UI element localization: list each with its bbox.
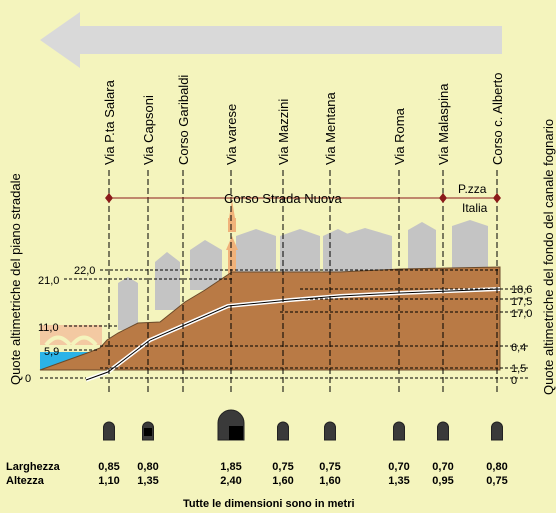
width-value: 1,85 bbox=[220, 461, 241, 473]
corso-label: Corso Strada Nuova bbox=[224, 191, 343, 206]
width-value: 0,70 bbox=[388, 461, 409, 473]
height-value: 1,10 bbox=[98, 475, 119, 487]
width-value: 0,80 bbox=[137, 461, 158, 473]
left-tick-2: 11,0 bbox=[38, 322, 59, 334]
street-lines bbox=[108, 170, 498, 395]
left-tick-1: 21,0 bbox=[38, 275, 59, 287]
height-value: 1,35 bbox=[137, 475, 158, 487]
height-value: 1,60 bbox=[272, 475, 293, 487]
width-value: 0,75 bbox=[319, 461, 340, 473]
right-reference-lines bbox=[100, 288, 530, 379]
right-tick-5: 0 bbox=[511, 375, 517, 387]
width-value: 0,80 bbox=[486, 461, 507, 473]
street-name: Corso c. Alberto bbox=[490, 73, 505, 166]
street-name: Via P.ta Salara bbox=[102, 79, 117, 165]
height-value: 0,95 bbox=[432, 475, 453, 487]
street-name: Via Mazzini bbox=[276, 99, 291, 165]
right-tick-1: 17,5 bbox=[511, 296, 532, 308]
building-silhouettes bbox=[118, 220, 488, 330]
height-row-label: Altezza bbox=[6, 475, 45, 487]
street-name: Via Capsoni bbox=[141, 95, 156, 165]
sewer-section-icons bbox=[103, 409, 503, 441]
height-value: 1,35 bbox=[388, 475, 409, 487]
right-axis-title: Quote altimetriche del fondo del canale … bbox=[541, 119, 556, 395]
right-tick-3: 6,4 bbox=[511, 342, 526, 354]
height-value: 1,60 bbox=[319, 475, 340, 487]
street-name: Via Malaspina bbox=[436, 83, 451, 165]
width-value: 0,70 bbox=[432, 461, 453, 473]
left-axis-title: Quote altimetriche del piano stradale bbox=[8, 173, 23, 385]
sewer-section-icon bbox=[393, 421, 405, 441]
sewer-section-icon bbox=[491, 421, 503, 441]
width-values: 0,85 0,80 1,85 0,75 0,75 0,70 0,70 0,80 bbox=[98, 461, 507, 473]
right-tick-4: 1,5 bbox=[511, 363, 526, 375]
right-tick-2: 17,0 bbox=[511, 308, 532, 320]
footer-note: Tutte le dimensioni sono in metri bbox=[183, 498, 355, 510]
street-names: Via P.ta Salara Via Capsoni Corso Garibald… bbox=[102, 73, 505, 166]
sewer-inner-square bbox=[229, 426, 243, 440]
sewer-section-icon bbox=[437, 421, 449, 441]
street-name: Corso Garibaldi bbox=[176, 75, 191, 165]
piazza-label-2: Italia bbox=[462, 201, 488, 215]
street-name: Via Mentana bbox=[323, 91, 338, 165]
church-silhouette bbox=[226, 200, 238, 280]
direction-arrow bbox=[40, 12, 502, 68]
right-tick-0: 18,6 bbox=[511, 284, 532, 296]
sewer-inner-square bbox=[144, 428, 152, 436]
height-value: 2,40 bbox=[220, 475, 241, 487]
left-tick-3: 5,9 bbox=[44, 346, 59, 358]
sewer-section-icon bbox=[103, 421, 115, 441]
height-values: 1,10 1,35 2,40 1,60 1,60 1,35 0,95 0,75 bbox=[98, 475, 507, 487]
bridge-silhouette bbox=[40, 325, 102, 347]
street-name: Via Roma bbox=[392, 107, 407, 165]
height-value: 0,75 bbox=[486, 475, 507, 487]
left-tick-0: 22,0 bbox=[74, 265, 95, 277]
left-tick-4: 0 bbox=[25, 373, 31, 385]
sewer-section-icon bbox=[277, 421, 289, 441]
street-name: Via varese bbox=[224, 104, 239, 165]
corso-line bbox=[105, 193, 501, 203]
width-value: 0,85 bbox=[98, 461, 119, 473]
width-row-label: Larghezza bbox=[6, 461, 61, 473]
width-value: 0,75 bbox=[272, 461, 293, 473]
piazza-label-1: P.zza bbox=[458, 182, 487, 196]
sewer-section-icon bbox=[324, 421, 336, 441]
